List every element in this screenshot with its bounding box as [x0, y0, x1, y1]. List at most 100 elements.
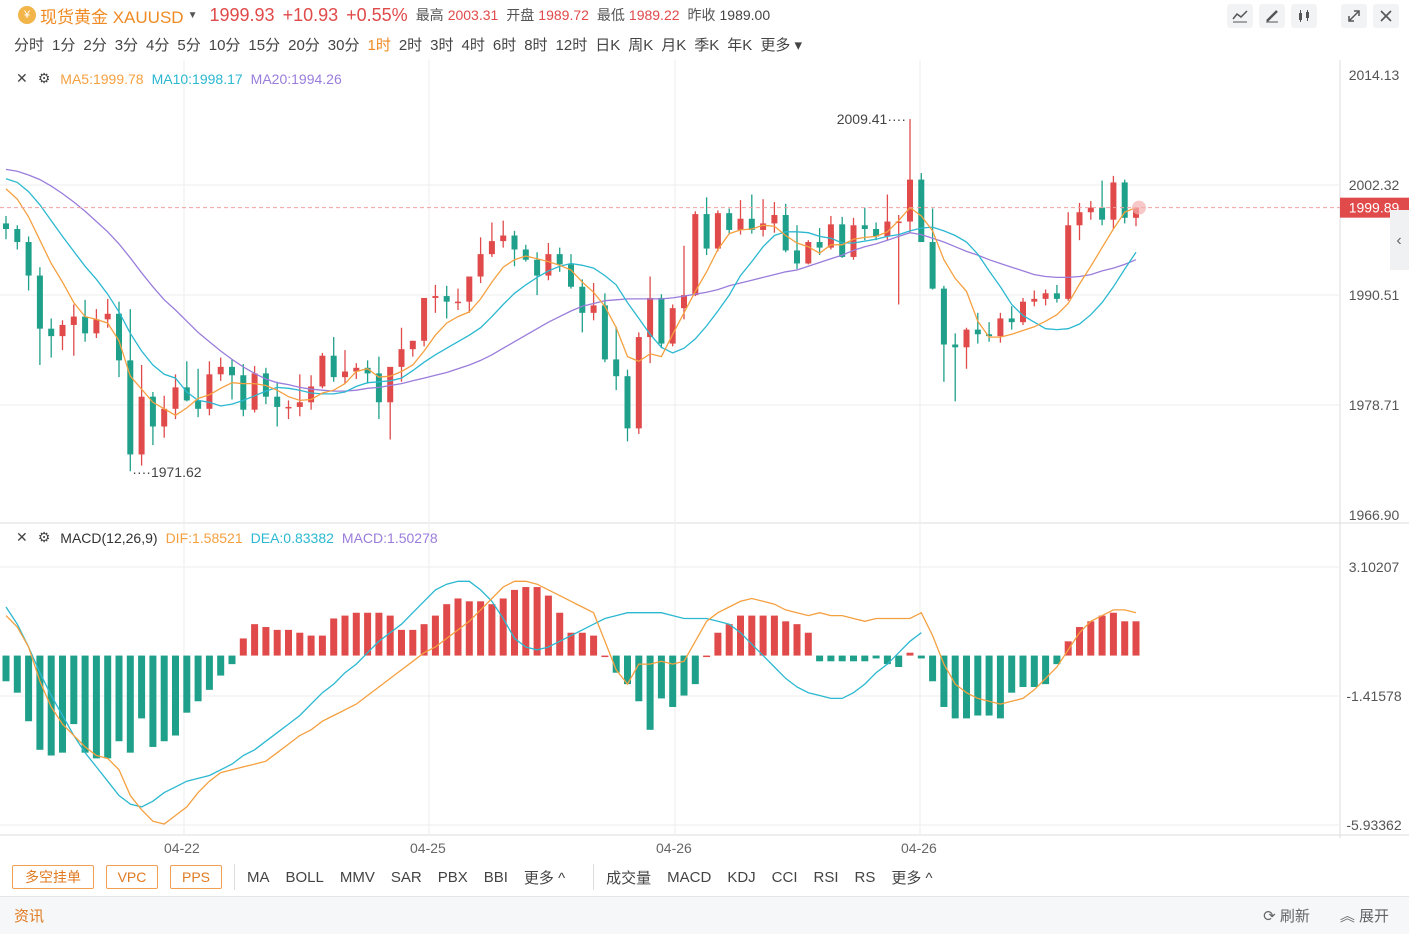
- macd-bar: [409, 629, 417, 656]
- close-icon[interactable]: [1373, 4, 1399, 28]
- macd-bar: [307, 635, 315, 656]
- macd-bar: [25, 655, 33, 722]
- draw-pen-icon[interactable]: [1259, 4, 1285, 28]
- close-indicator-icon[interactable]: ✕: [16, 70, 28, 86]
- period-tab[interactable]: 4时: [461, 36, 485, 54]
- long-short-button[interactable]: 多空挂单: [12, 865, 94, 889]
- candle-body: [669, 308, 676, 344]
- macd-bar: [149, 655, 157, 747]
- period-tab[interactable]: 1时: [367, 36, 391, 54]
- candle-body: [1087, 207, 1094, 213]
- current-price-dot: [1132, 200, 1146, 215]
- macd-bar: [273, 629, 281, 656]
- period-tab[interactable]: 30分: [327, 36, 360, 54]
- low-annotation: ····1971.62: [132, 464, 201, 480]
- period-tab[interactable]: 2分: [83, 36, 107, 54]
- period-tab[interactable]: 日K: [595, 36, 621, 54]
- ind-volume[interactable]: 成交量: [606, 869, 652, 887]
- period-tab[interactable]: 2时: [398, 36, 423, 54]
- macd-bar: [352, 612, 360, 656]
- ma10-label: MA10:1998.17: [151, 70, 243, 87]
- period-tab[interactable]: 1分: [52, 36, 76, 54]
- candle-body: [229, 366, 235, 376]
- symbol-title[interactable]: 现货黄金 XAUUSD: [40, 7, 184, 27]
- period-tab[interactable]: 月K: [661, 36, 687, 54]
- macd-bar: [996, 655, 1004, 719]
- period-tab[interactable]: 12时: [555, 36, 588, 54]
- ind-more-sub[interactable]: 更多 ^: [891, 869, 933, 887]
- macd-bar: [499, 598, 507, 656]
- side-handle: [1390, 210, 1409, 270]
- news-tab[interactable]: 资讯: [14, 908, 45, 925]
- macd-bar: [861, 655, 869, 662]
- macd-bar: [81, 655, 89, 753]
- ind-cci[interactable]: CCI: [771, 868, 798, 886]
- candle-body: [59, 324, 66, 337]
- candle-body: [195, 400, 202, 409]
- ind-sar[interactable]: SAR: [390, 868, 422, 886]
- candle-body: [545, 254, 552, 276]
- macd-bar: [906, 652, 914, 656]
- ind-macd[interactable]: MACD: [667, 868, 712, 886]
- ind-bbi[interactable]: BBI: [483, 868, 508, 886]
- period-tab[interactable]: 6时: [492, 36, 517, 54]
- period-tab[interactable]: 季K: [694, 36, 720, 54]
- period-tab[interactable]: 分时: [14, 36, 45, 54]
- chevron-left-icon: ‹: [1396, 232, 1401, 249]
- macd-bar: [624, 655, 631, 685]
- candle-body: [14, 228, 21, 243]
- close-macd-icon[interactable]: ✕: [16, 529, 28, 545]
- settings-gear-icon[interactable]: ⚙: [37, 70, 51, 86]
- period-tab[interactable]: 3分: [114, 36, 139, 54]
- price-chart[interactable]: 2014.13 2002.32 1990.51 1978.71 1966.90 1999.…: [0, 60, 1409, 524]
- ind-mmv[interactable]: MMV: [339, 868, 375, 886]
- line-chart-icon[interactable]: [1227, 4, 1253, 28]
- candle-body: [172, 387, 179, 409]
- ind-rs[interactable]: RS: [854, 868, 876, 886]
- macd-bar: [1076, 627, 1083, 656]
- candle-body: [850, 225, 857, 257]
- candle-body: [296, 402, 303, 407]
- period-tab[interactable]: 周K: [628, 36, 654, 54]
- macd-bar: [680, 655, 688, 696]
- macd-bar: [759, 615, 767, 656]
- pps-button[interactable]: PPS: [170, 865, 222, 889]
- dea-label: DEA:0.83382: [250, 529, 334, 546]
- candle-body: [760, 223, 767, 230]
- macd-bar: [1008, 655, 1016, 693]
- period-tab[interactable]: 20分: [288, 36, 320, 54]
- period-tab[interactable]: 4分: [146, 36, 170, 54]
- candle-body: [149, 396, 156, 427]
- refresh-button[interactable]: ⟳ 刷新: [1263, 908, 1310, 925]
- period-tab[interactable]: 10分: [208, 36, 241, 54]
- macd-bar: [285, 629, 292, 656]
- period-tab[interactable]: 8时: [524, 36, 548, 54]
- candle-body: [330, 355, 337, 378]
- macd-settings-gear-icon[interactable]: ⚙: [37, 529, 51, 545]
- period-tab[interactable]: 15分: [248, 36, 281, 54]
- ind-boll[interactable]: BOLL: [285, 868, 324, 886]
- ind-kdj[interactable]: KDJ: [727, 868, 756, 886]
- period-tab[interactable]: 3时: [430, 36, 454, 54]
- vpc-button[interactable]: VPC: [106, 865, 158, 889]
- ind-ma[interactable]: MA: [247, 868, 270, 886]
- ind-pbx[interactable]: PBX: [437, 868, 468, 886]
- candlestick-icon[interactable]: [1291, 4, 1317, 28]
- ind-rsi[interactable]: RSI: [813, 868, 839, 886]
- expand-button[interactable]: ︽ 展开: [1339, 908, 1389, 925]
- candle-body: [647, 297, 654, 338]
- candle-body: [997, 318, 1004, 337]
- ind-more-main[interactable]: 更多 ^: [523, 869, 566, 887]
- macd-bar: [1109, 612, 1117, 656]
- period-tab[interactable]: 更多 ▾: [760, 36, 803, 54]
- open-label: 开盘: [506, 7, 535, 23]
- period-tab[interactable]: 年K: [727, 36, 753, 54]
- candle-body: [93, 319, 100, 334]
- period-tab[interactable]: 5分: [177, 36, 201, 54]
- expand-icon[interactable]: [1341, 4, 1367, 28]
- macd-chart[interactable]: 3.10207 -1.41578 -5.93362: [0, 524, 1409, 838]
- macd-bar: [477, 601, 485, 656]
- candle-body: [748, 218, 755, 230]
- chevron-down-icon[interactable]: ▼: [187, 9, 198, 21]
- macd-bar: [816, 655, 824, 662]
